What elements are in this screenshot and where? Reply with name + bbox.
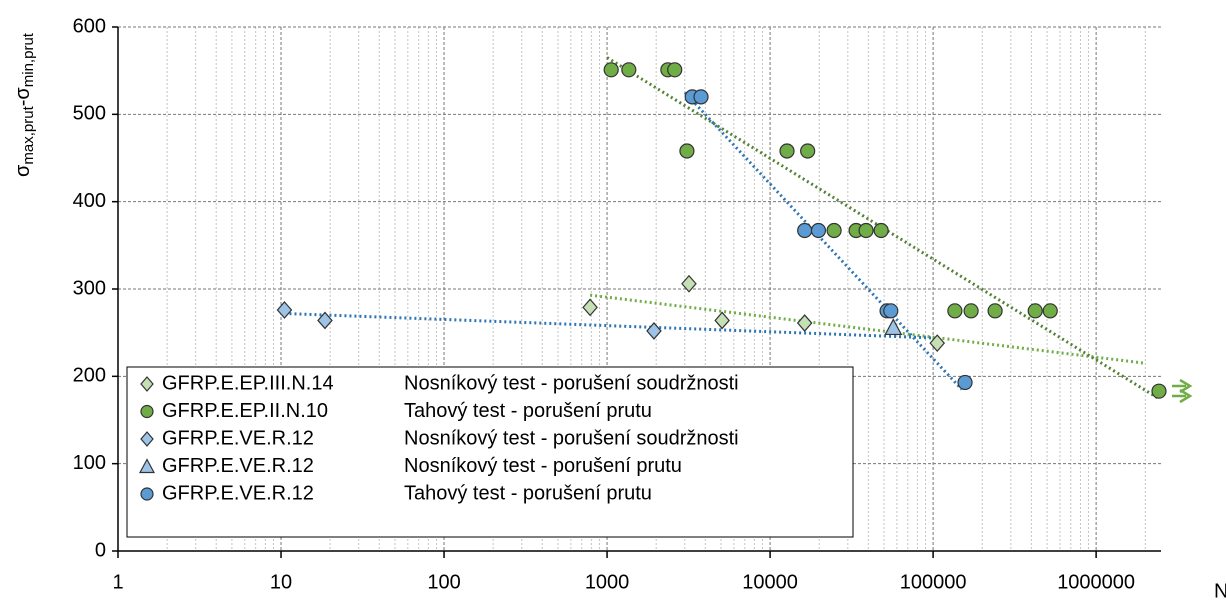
legend-marker — [138, 458, 156, 474]
point — [957, 374, 973, 391]
y-tick-label: 200 — [73, 365, 106, 387]
legend-name: GFRP.E.VE.R.12 — [162, 482, 314, 504]
y-tick-label: 500 — [73, 103, 106, 125]
legend: GFRP.E.EP.III.N.14 Nosníkový test - poruš… — [126, 366, 854, 538]
y-axis-label: σmax,prut-σmin,prut — [12, 32, 37, 177]
point — [276, 301, 293, 319]
legend-description: Nosníkový test - porušení prutu — [404, 455, 682, 477]
legend-box — [126, 366, 854, 538]
point — [621, 62, 637, 78]
y-tick-label: 100 — [73, 452, 106, 474]
point — [317, 311, 333, 330]
point — [582, 298, 598, 317]
x-tick-label: 1000 — [585, 571, 630, 593]
x-tick-label: 1000000 — [1057, 571, 1135, 593]
y-tick-label: 0 — [95, 539, 106, 561]
y-tick-label: 600 — [73, 15, 106, 37]
y-axis-label-part: max,prut — [20, 105, 37, 164]
legend-marker — [140, 431, 154, 447]
point — [883, 303, 899, 319]
point — [693, 89, 709, 105]
point — [681, 274, 697, 293]
point — [646, 322, 662, 340]
point — [987, 303, 1003, 319]
trend-line — [683, 91, 963, 391]
legend-marker — [140, 404, 154, 419]
x-axis-label: N — [1214, 580, 1226, 602]
point — [797, 222, 813, 239]
point — [1027, 303, 1043, 319]
point — [826, 222, 842, 239]
point — [963, 303, 979, 319]
y-axis-label-part: min,prut — [20, 32, 37, 87]
runout-arrows — [1172, 378, 1193, 404]
x-tick-label: 100000 — [900, 571, 967, 593]
point — [603, 62, 619, 78]
trend-line — [284, 311, 934, 340]
x-tick-label: 100 — [427, 571, 460, 593]
point — [779, 143, 795, 159]
legend-name: GFRP.E.EP.III.N.14 — [162, 372, 334, 394]
point — [929, 334, 946, 353]
point — [858, 222, 874, 239]
point — [796, 314, 813, 332]
y-tick-label: 300 — [73, 277, 106, 299]
y-tick-label: 400 — [73, 190, 106, 212]
legend-description: Tahový test - porušení prutu — [404, 482, 652, 504]
x-tick-label: 1 — [112, 571, 123, 593]
x-tick-label: 10000 — [742, 571, 798, 593]
y-axis-label-part: σ — [12, 164, 34, 177]
point — [947, 303, 963, 319]
legend-marker — [140, 376, 154, 392]
trend-line — [589, 293, 1146, 365]
legend-name: GFRP.E.VE.R.12 — [162, 455, 314, 477]
point — [810, 222, 827, 239]
point — [714, 311, 730, 330]
point — [884, 318, 903, 336]
point — [667, 62, 683, 78]
point — [800, 143, 816, 159]
legend-description: Nosníkový test - porušení soudržnosti — [404, 427, 739, 449]
legend-description: Nosníkový test - porušení soudržnosti — [404, 372, 739, 394]
point — [1042, 303, 1058, 319]
point — [1151, 383, 1167, 399]
legend-name: GFRP.E.EP.II.N.10 — [162, 400, 328, 422]
point — [873, 222, 889, 239]
y-axis-label-part: -σ — [12, 87, 34, 107]
legend-name: GFRP.E.VE.R.12 — [162, 427, 314, 449]
point — [679, 143, 695, 159]
legend-marker — [140, 487, 154, 501]
x-tick-label: 10 — [270, 571, 292, 593]
legend-description: Tahový test - porušení prutu — [404, 400, 652, 422]
